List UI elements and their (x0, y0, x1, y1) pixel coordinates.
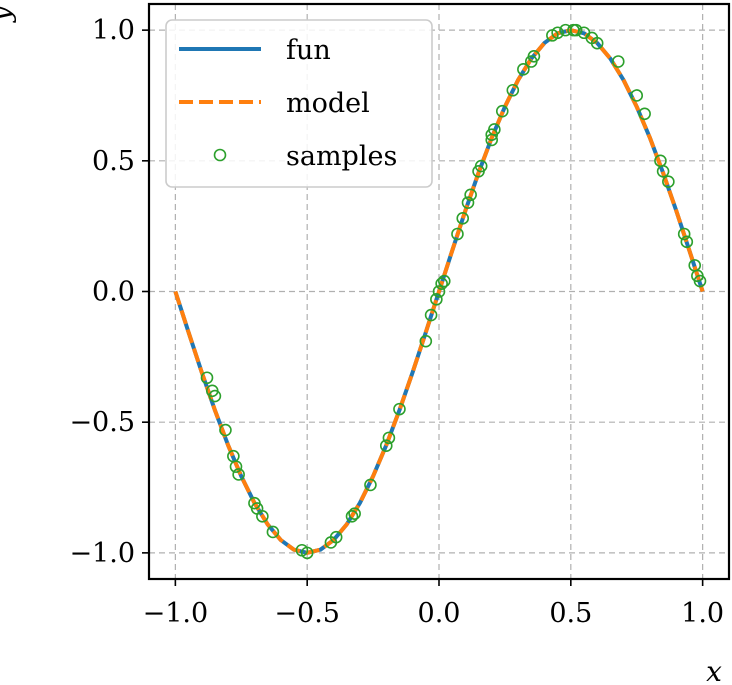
sample-point (638, 107, 651, 121)
sample-point (656, 164, 670, 178)
sample-point (364, 478, 377, 492)
sample-point (517, 63, 530, 76)
sample-point (379, 439, 393, 453)
plot-series (173, 23, 707, 560)
sample-point (527, 49, 541, 63)
x-tick-label: −0.5 (274, 598, 340, 629)
sample-point (495, 104, 509, 118)
legend-label-fun: fun (286, 35, 331, 66)
sample-point (430, 293, 443, 306)
sample-point (200, 371, 214, 385)
sample-point (693, 274, 707, 288)
sample-point (382, 431, 396, 445)
y-tick-label: 0.0 (92, 277, 135, 308)
y-tick-label: −1.0 (69, 538, 135, 569)
legend-swatch-samples (213, 148, 227, 162)
sample-point (456, 212, 470, 225)
sample-point (432, 285, 446, 298)
sample-point (348, 507, 361, 520)
sample-point (208, 389, 222, 403)
sample-point (590, 36, 604, 50)
sample-point (611, 55, 625, 68)
sample-point (300, 546, 314, 560)
sample-point (680, 235, 694, 249)
sample-point (488, 123, 501, 136)
sample-point (551, 26, 564, 40)
sample-point (662, 175, 675, 189)
sample-point (345, 509, 359, 523)
sample-point (435, 277, 448, 290)
legend-label-samples: samples (286, 141, 397, 172)
sample-point (232, 468, 245, 481)
sample-point (419, 334, 433, 348)
x-tick-label: 1.0 (681, 598, 724, 629)
sample-point (229, 460, 243, 473)
sample-point (677, 227, 691, 241)
sample-point (464, 188, 477, 202)
sample-point (506, 83, 520, 97)
y-tick-label: 1.0 (92, 15, 135, 46)
sample-point (451, 227, 464, 241)
sample-point (219, 423, 232, 437)
sample-point (630, 89, 644, 102)
sample-point (569, 23, 583, 37)
sample-point (474, 159, 488, 173)
x-tick-label: 0.0 (418, 598, 461, 629)
sample-point (424, 308, 438, 322)
legend-box (165, 19, 433, 188)
y-tick-label: −0.5 (69, 407, 135, 438)
axis-ticks: −1.0 −0.5 0.0 0.5 1.0 −1.0 −0.5 0.0 0.5 1.0 (69, 15, 724, 629)
sample-point (393, 402, 406, 416)
y-axis-label: y (0, 5, 17, 24)
x-tick-label: 0.5 (549, 598, 592, 629)
y-tick-label: 0.5 (92, 146, 135, 177)
legend: fun model samples (165, 19, 433, 188)
sample-point (461, 196, 475, 209)
x-axis-label: x (706, 655, 722, 685)
legend-label-model: model (286, 88, 370, 119)
sample-point (266, 525, 280, 539)
sample-point (329, 530, 343, 544)
sample-point (437, 274, 451, 288)
x-tick-label: −1.0 (143, 598, 209, 629)
sample-point (256, 509, 269, 523)
